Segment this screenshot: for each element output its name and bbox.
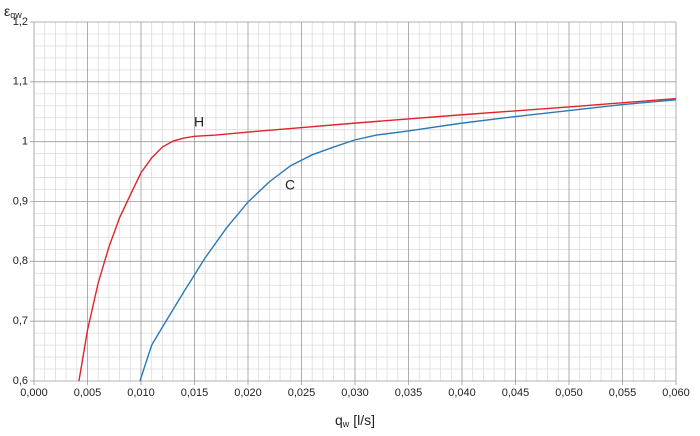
x-tick-label: 0,055 — [609, 387, 637, 399]
y-tick-label: 1,2 — [13, 16, 28, 28]
y-tick-label: 1,1 — [13, 76, 28, 88]
line-series — [139, 99, 677, 382]
y-axis-label-sub: qw — [10, 10, 22, 20]
x-tick-label: 0,060 — [662, 387, 690, 399]
x-tick-label: 0,050 — [555, 387, 583, 399]
x-axis-label-sub: w — [342, 419, 350, 429]
x-tick-label: 0,010 — [127, 387, 155, 399]
y-tick-label: 0,6 — [13, 375, 28, 387]
x-tick-label: 0,045 — [502, 387, 530, 399]
x-axis-label-unit: [l/s] — [353, 412, 375, 428]
line-series — [78, 97, 677, 382]
series-label: H — [194, 114, 204, 130]
x-tick-label: 0,015 — [181, 387, 209, 399]
x-tick-label: 0,040 — [448, 387, 476, 399]
y-tick-label: 1 — [22, 136, 28, 148]
x-tick-label: 0,030 — [341, 387, 369, 399]
series-label: C — [285, 177, 295, 193]
y-tick-label: 0,8 — [13, 255, 28, 267]
x-tick-label: 0,020 — [234, 387, 262, 399]
y-axis-label: εqw — [4, 3, 22, 21]
x-tick-label: 0,005 — [74, 387, 102, 399]
x-tick-label: 0,000 — [20, 387, 48, 399]
x-axis-label: qw [l/s] — [335, 412, 375, 430]
x-axis-label-main: q — [335, 412, 343, 428]
x-tick-label: 0,025 — [288, 387, 316, 399]
y-tick-label: 0,7 — [13, 315, 28, 327]
y-tick-label: 0,9 — [13, 195, 28, 207]
y-axis-label-main: ε — [4, 3, 10, 19]
x-tick-label: 0,035 — [395, 387, 423, 399]
